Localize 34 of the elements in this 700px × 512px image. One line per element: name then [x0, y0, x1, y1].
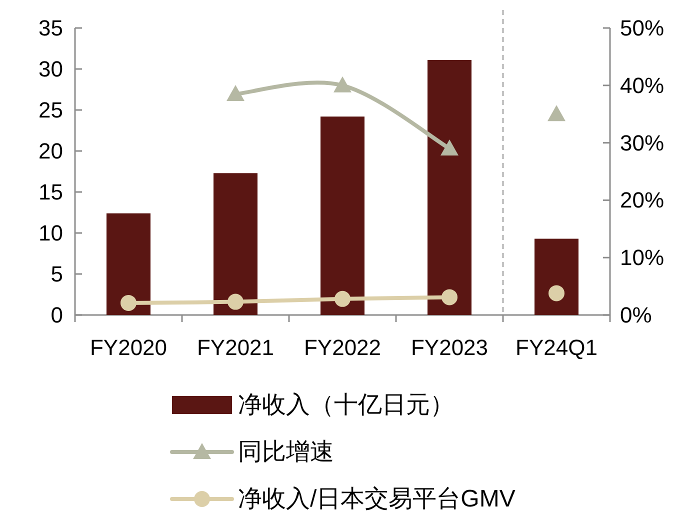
- point: [228, 294, 244, 310]
- x-tick-label: FY2020: [90, 335, 168, 360]
- legend-label: 净收入（十亿日元）: [238, 392, 454, 418]
- x-tick-label: FY2022: [304, 335, 382, 360]
- y2-tick-label: 10%: [620, 245, 664, 270]
- legend-label: 同比增速: [238, 438, 334, 466]
- y-tick-label: 5: [50, 262, 63, 286]
- y2-tick-label: 50%: [620, 16, 664, 40]
- bar: [428, 60, 472, 315]
- bar: [106, 213, 150, 315]
- x-tick-label: FY2023: [410, 335, 488, 360]
- bar: [214, 173, 258, 315]
- y-tick-label: 30: [38, 56, 63, 82]
- x-tick-label: FY2021: [196, 335, 274, 360]
- point: [226, 85, 244, 102]
- x-tick-label: FY24Q1: [516, 335, 598, 360]
- y-tick-label: 0: [50, 302, 63, 328]
- point: [442, 289, 458, 306]
- point: [334, 290, 350, 307]
- y2-tick-label: 30%: [620, 130, 664, 156]
- y2-tick-label: 20%: [620, 188, 664, 213]
- point: [334, 76, 352, 92]
- y-tick-label: 20: [38, 138, 63, 164]
- legend-label: 净收入/日本交易平台GMV: [238, 486, 516, 512]
- bar: [320, 116, 364, 315]
- point: [440, 140, 458, 156]
- y-tick-label: 35: [38, 16, 63, 40]
- y2-tick-label: 0%: [620, 302, 652, 328]
- bar: [534, 238, 578, 315]
- y-tick-label: 10: [38, 220, 63, 246]
- point: [120, 294, 136, 311]
- y-tick-label: 25: [38, 98, 63, 122]
- y2-tick-label: 40%: [620, 72, 664, 98]
- y-tick-label: 15: [38, 180, 63, 204]
